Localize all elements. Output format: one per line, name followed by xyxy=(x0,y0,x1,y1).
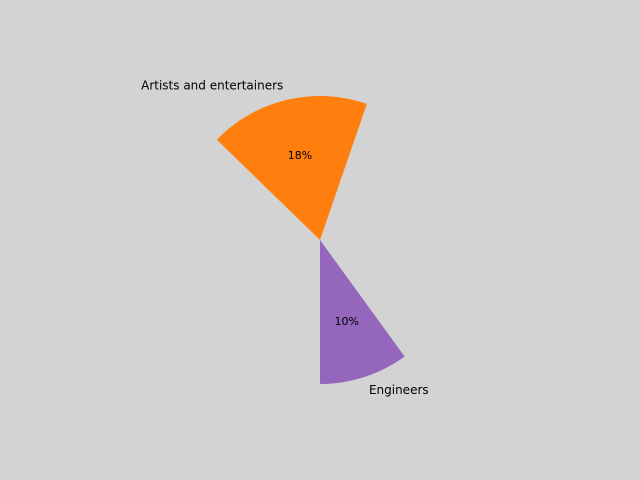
pie-labels: Artists and entertainers 18% Engineers 10% xyxy=(141,78,429,397)
slice-label: Engineers xyxy=(369,383,429,397)
pie-slices xyxy=(216,96,405,384)
slice-percent-label: 18% xyxy=(288,149,312,162)
slice-label: Artists and entertainers xyxy=(141,78,283,92)
pie-slice-artists-and-entertainers xyxy=(216,96,367,240)
slice-percent-label: 10% xyxy=(334,315,358,328)
pie-slice-engineers xyxy=(320,240,405,384)
